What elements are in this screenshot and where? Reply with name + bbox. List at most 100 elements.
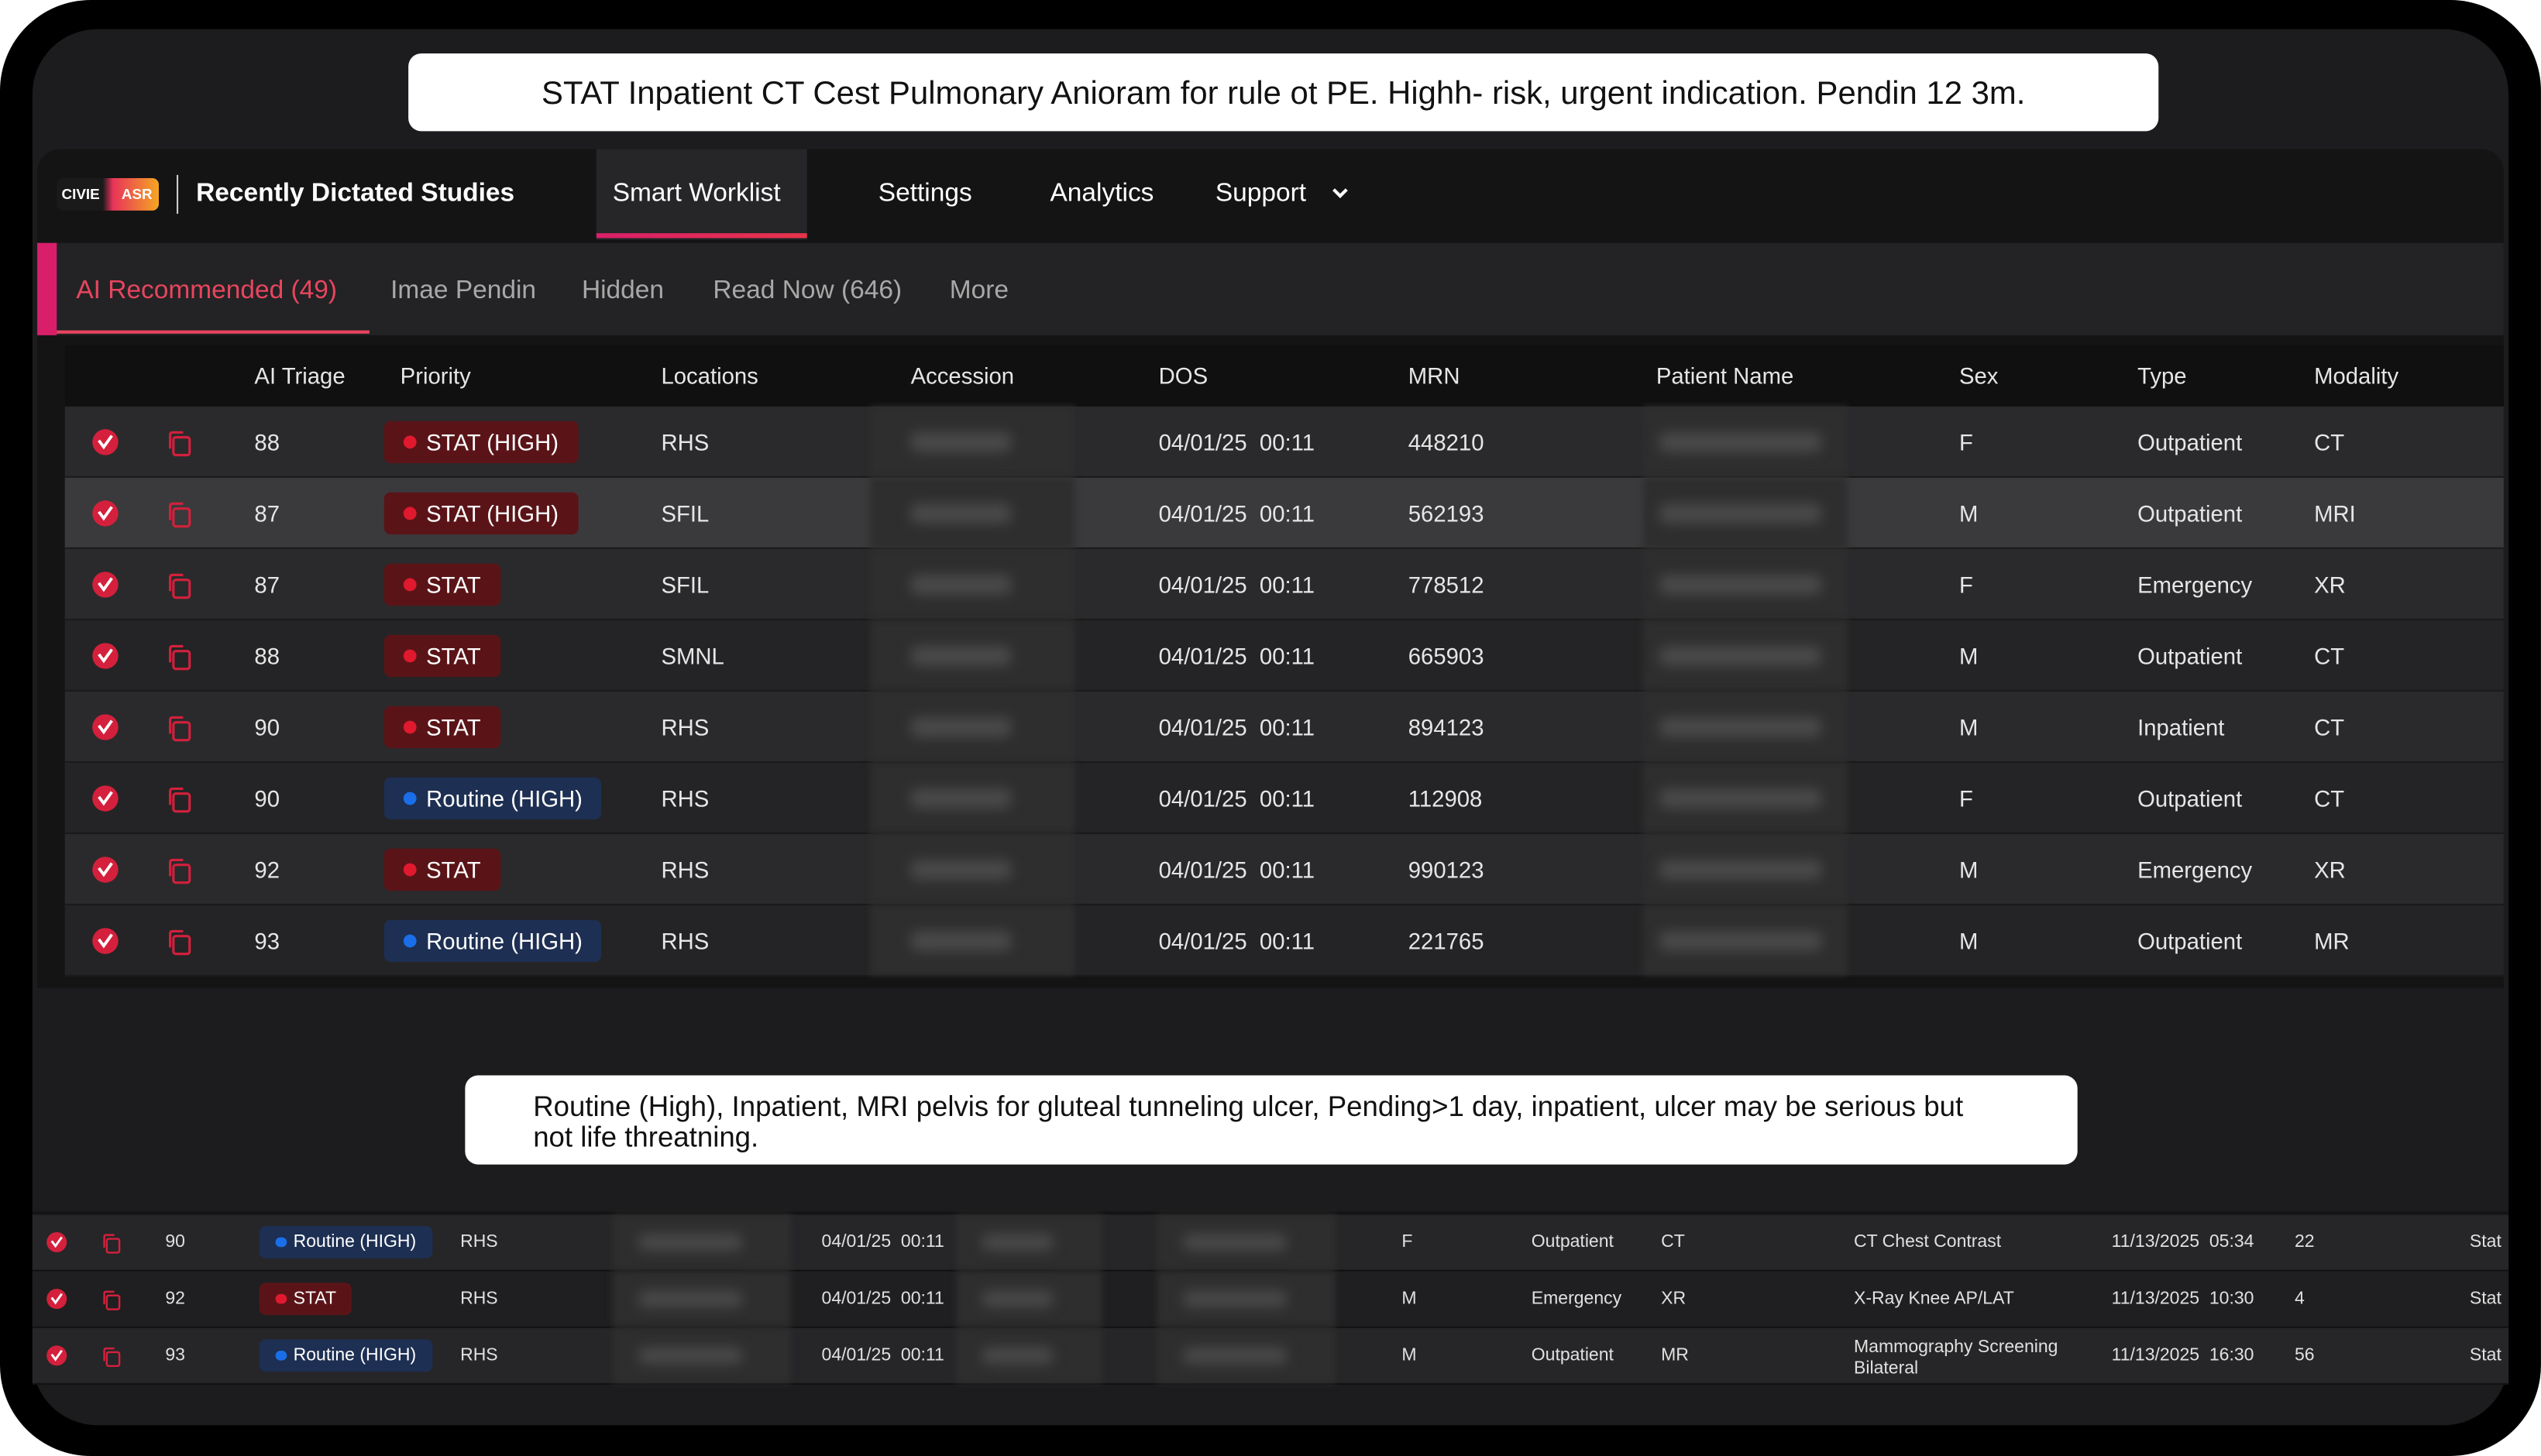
copy-icon[interactable] xyxy=(165,785,194,815)
redacted-blur xyxy=(1183,1234,1287,1251)
nav-item[interactable]: Settings xyxy=(878,180,972,208)
name-blur xyxy=(1659,788,1822,809)
subtab[interactable]: More xyxy=(949,276,1009,305)
copy-icon[interactable] xyxy=(165,857,194,886)
triage-icon[interactable] xyxy=(91,641,120,671)
subtab[interactable]: Imae Pendin xyxy=(390,276,537,305)
datetime: 11/13/2025 10:30 xyxy=(2111,1289,2254,1309)
nav-item[interactable]: Support xyxy=(1215,180,1307,208)
location: SFIL xyxy=(661,500,710,527)
column-header: DOS xyxy=(1158,362,1209,389)
dos: 04/01/25 00:11 xyxy=(1158,500,1315,527)
icon-circle xyxy=(92,857,119,883)
icon-check xyxy=(98,719,113,735)
priority-badge: STAT xyxy=(383,706,500,749)
type: Outpatient xyxy=(2137,928,2243,954)
name-blur xyxy=(1659,575,1822,595)
name-blur xyxy=(1659,503,1822,524)
nav-item[interactable]: Smart Worklist xyxy=(612,180,781,208)
sex: F xyxy=(1958,572,1973,598)
sex: F xyxy=(1958,785,1973,812)
icon-circle xyxy=(92,643,119,669)
copy-icon[interactable] xyxy=(165,429,194,458)
location: RHS xyxy=(460,1345,498,1365)
icon-circle xyxy=(46,1345,67,1366)
icon-check xyxy=(98,434,113,450)
column-header: Sex xyxy=(1958,362,1999,389)
redacted-blur xyxy=(1183,1347,1287,1364)
top-banner: STAT Inpatient CT Cest Pulmonary Anioram… xyxy=(408,53,2159,132)
mrn: 221765 xyxy=(1408,928,1484,954)
subtab-underline xyxy=(57,330,370,334)
triage-svg xyxy=(92,500,119,527)
icon-check xyxy=(98,648,113,664)
copy-svg xyxy=(169,431,191,457)
triage-icon[interactable] xyxy=(46,1288,68,1310)
subtab[interactable]: AI Recommended (49) xyxy=(76,276,338,305)
column-header: Accession xyxy=(910,362,1015,389)
icon-circle xyxy=(92,714,119,740)
priority-dot xyxy=(403,720,418,734)
type: Outpatient xyxy=(2137,643,2243,669)
icon-check xyxy=(98,933,113,949)
triage-icon[interactable] xyxy=(91,570,120,599)
triage-score: 87 xyxy=(254,500,280,527)
column-header: Patient Name xyxy=(1656,362,1794,389)
datetime: 11/13/2025 05:34 xyxy=(2111,1232,2254,1252)
subtab[interactable]: Hidden xyxy=(581,276,665,305)
triage-icon[interactable] xyxy=(91,855,120,884)
copy-icon[interactable] xyxy=(101,1346,123,1368)
priority-text: STAT xyxy=(426,714,481,740)
subtab-accent xyxy=(37,242,57,335)
priority-text: STAT (HIGH) xyxy=(426,429,559,455)
copy-icon[interactable] xyxy=(165,928,194,957)
copy-icon[interactable] xyxy=(165,643,194,672)
mrn: 665903 xyxy=(1408,643,1484,669)
copy-icon[interactable] xyxy=(165,500,194,530)
count: 56 xyxy=(2294,1345,2315,1365)
triage-icon[interactable] xyxy=(91,499,120,528)
dos: 04/01/25 00:11 xyxy=(1158,928,1315,954)
copy-front xyxy=(172,507,191,528)
triage-svg xyxy=(92,643,119,669)
mrn: 562193 xyxy=(1408,500,1484,527)
copy-icon[interactable] xyxy=(101,1232,123,1255)
redacted-blur xyxy=(982,1290,1054,1307)
triage-icon[interactable] xyxy=(91,926,120,956)
status: Stat xyxy=(2469,1232,2501,1252)
triage-svg xyxy=(46,1231,67,1252)
dos: 04/01/25 00:11 xyxy=(1158,714,1315,740)
accession-blur xyxy=(910,860,1012,880)
logo-left: CIVIE xyxy=(61,186,100,203)
priority-badge: Routine (HIGH) xyxy=(259,1226,433,1259)
triage-icon[interactable] xyxy=(46,1344,68,1367)
triage-icon[interactable] xyxy=(91,428,120,457)
modality: XR xyxy=(2314,857,2346,883)
priority-text: STAT xyxy=(293,1289,337,1309)
triage-icon[interactable] xyxy=(46,1231,68,1253)
priority-dot xyxy=(403,435,418,449)
priority-text: STAT xyxy=(426,643,481,669)
copy-icon[interactable] xyxy=(101,1289,123,1312)
nav-item[interactable]: Analytics xyxy=(1050,180,1154,208)
dos: 04/01/25 00:11 xyxy=(1158,643,1315,669)
icon-circle xyxy=(46,1289,67,1310)
triage-score: 92 xyxy=(165,1289,185,1309)
triage-icon[interactable] xyxy=(91,784,120,813)
priority-badge: STAT (HIGH) xyxy=(383,492,579,535)
icon-circle xyxy=(92,928,119,954)
copy-svg xyxy=(103,1290,121,1310)
icon-circle xyxy=(92,572,119,598)
triage-icon[interactable] xyxy=(91,713,120,742)
copy-front xyxy=(172,792,191,813)
copy-svg xyxy=(103,1234,121,1254)
copy-back xyxy=(169,644,184,663)
type: Emergency xyxy=(2137,572,2253,598)
location: RHS xyxy=(460,1289,498,1309)
column-header: Locations xyxy=(661,362,758,389)
copy-icon[interactable] xyxy=(165,572,194,601)
copy-icon[interactable] xyxy=(165,714,194,743)
location: RHS xyxy=(661,714,710,740)
subtab[interactable]: Read Now (646) xyxy=(713,276,903,305)
triage-score: 93 xyxy=(254,928,280,954)
